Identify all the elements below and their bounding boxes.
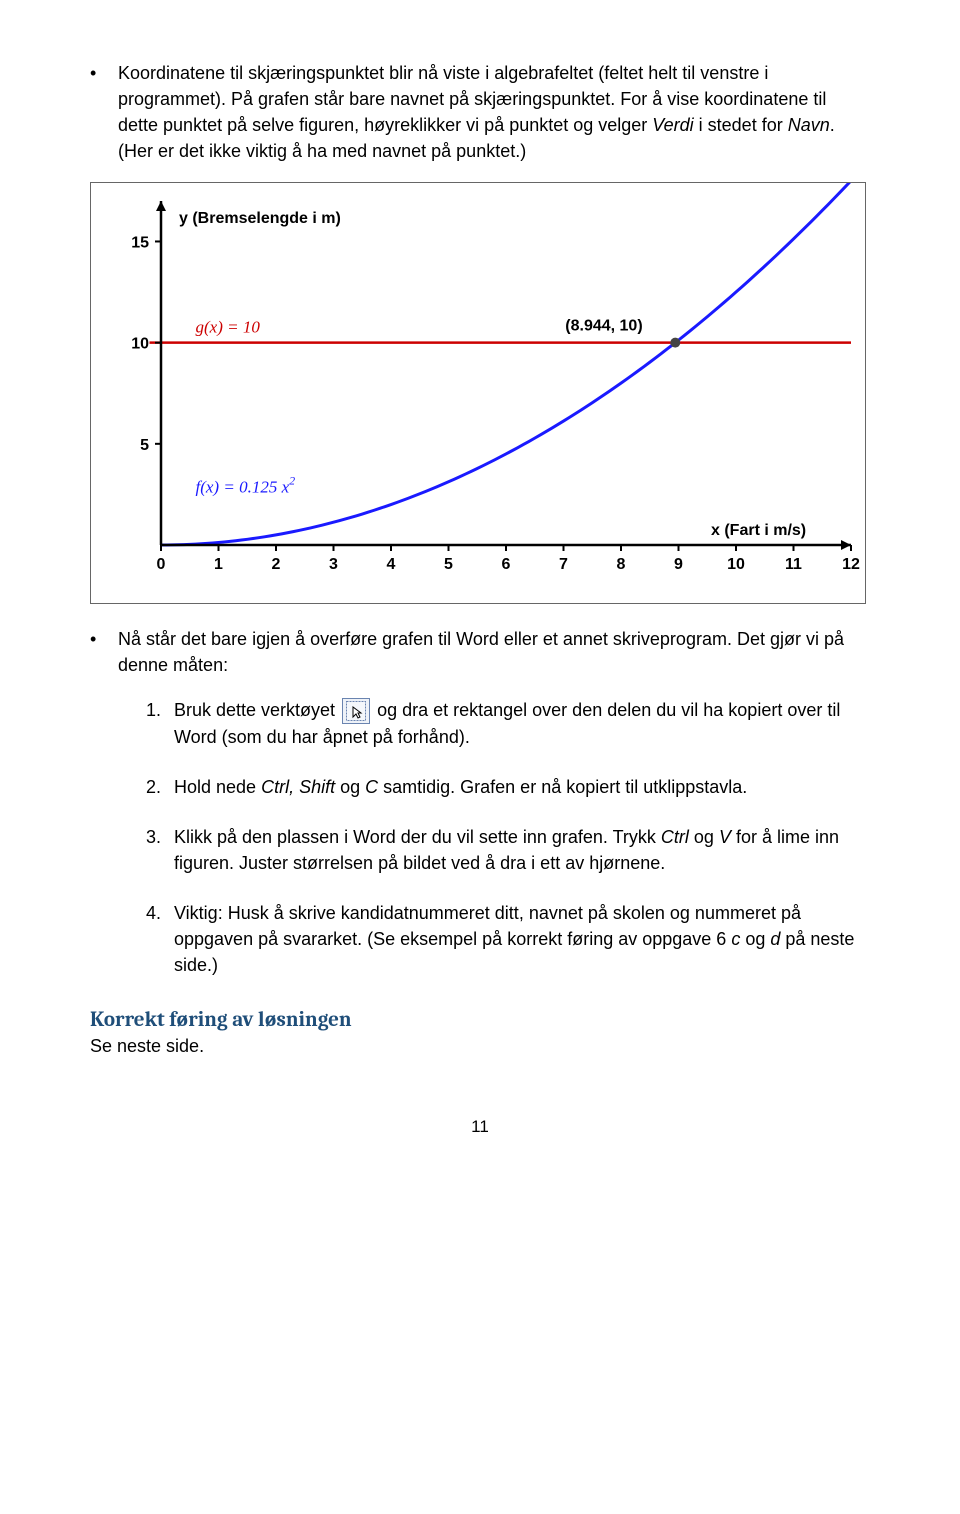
svg-text:5: 5 xyxy=(444,556,453,573)
svg-text:9: 9 xyxy=(674,556,683,573)
svg-text:x (Fart i m/s): x (Fart i m/s) xyxy=(711,522,806,539)
text: Klikk på den plassen i Word der du vil s… xyxy=(174,827,661,847)
text: i stedet for xyxy=(694,115,788,135)
svg-text:f(x) = 0.125 x2: f(x) = 0.125 x2 xyxy=(196,474,296,497)
text-italic: Ctrl xyxy=(661,827,694,847)
text-italic: Verdi xyxy=(652,115,693,135)
text-italic: C xyxy=(365,777,378,797)
svg-text:1: 1 xyxy=(214,556,223,573)
list-item-4: 4. Viktig: Husk å skrive kandidatnummere… xyxy=(146,900,870,978)
svg-text:3: 3 xyxy=(329,556,338,573)
svg-text:10: 10 xyxy=(131,336,149,353)
text: Viktig: Husk å skrive kandidatnummeret d… xyxy=(174,903,801,949)
text-italic: d xyxy=(770,929,780,949)
numbered-list: 1. Bruk dette verktøyet og dra et rektan… xyxy=(118,697,870,979)
list-number: 1. xyxy=(146,697,174,750)
text: og xyxy=(340,777,365,797)
chart: 012345678910111215105y (Bremselengde i m… xyxy=(90,182,866,604)
svg-text:12: 12 xyxy=(842,556,860,573)
svg-text:6: 6 xyxy=(502,556,511,573)
text-italic: c xyxy=(731,929,740,949)
svg-text:15: 15 xyxy=(131,235,149,252)
text-italic: Ctrl, Shift xyxy=(261,777,340,797)
bullet-text: Koordinatene til skjæringspunktet blir n… xyxy=(118,60,870,164)
bullet-marker: • xyxy=(90,626,118,678)
selection-tool-icon xyxy=(342,698,370,724)
list-text: Klikk på den plassen i Word der du vil s… xyxy=(174,824,870,876)
list-item-3: 3. Klikk på den plassen i Word der du vi… xyxy=(146,824,870,876)
bullet-item-1: • Koordinatene til skjæringspunktet blir… xyxy=(90,60,870,164)
svg-text:y (Bremselengde i m): y (Bremselengde i m) xyxy=(179,210,341,227)
bullet-text: Nå står det bare igjen å overføre grafen… xyxy=(118,626,870,678)
text-italic: Navn xyxy=(788,115,830,135)
bullet-item-2: • Nå står det bare igjen å overføre graf… xyxy=(90,626,870,678)
list-number: 3. xyxy=(146,824,174,876)
list-item-1: 1. Bruk dette verktøyet og dra et rektan… xyxy=(146,697,870,750)
text: og xyxy=(740,929,770,949)
svg-text:5: 5 xyxy=(140,437,149,454)
svg-text:2: 2 xyxy=(272,556,281,573)
text: samtidig. Grafen er nå kopiert til utkli… xyxy=(378,777,747,797)
list-text: Viktig: Husk å skrive kandidatnummeret d… xyxy=(174,900,870,978)
chart-container: 012345678910111215105y (Bremselengde i m… xyxy=(90,182,870,604)
list-item-2: 2. Hold nede Ctrl, Shift og C samtidig. … xyxy=(146,774,870,800)
svg-text:g(x) = 10: g(x) = 10 xyxy=(196,318,261,337)
chart-svg: 012345678910111215105y (Bremselengde i m… xyxy=(91,183,865,603)
bullet-marker: • xyxy=(90,60,118,164)
list-text: Bruk dette verktøyet og dra et rektangel… xyxy=(174,697,870,750)
svg-text:0: 0 xyxy=(157,556,166,573)
list-text: Hold nede Ctrl, Shift og C samtidig. Gra… xyxy=(174,774,747,800)
text-italic: V xyxy=(719,827,731,847)
page-number: 11 xyxy=(90,1117,870,1137)
text: og xyxy=(694,827,719,847)
section-heading: Korrekt føring av løsningen xyxy=(90,1008,870,1032)
section-sub: Se neste side. xyxy=(90,1036,870,1057)
svg-text:(8.944, 10): (8.944, 10) xyxy=(565,318,642,335)
svg-text:7: 7 xyxy=(559,556,568,573)
svg-text:10: 10 xyxy=(727,556,745,573)
page: • Koordinatene til skjæringspunktet blir… xyxy=(0,0,960,1177)
svg-text:4: 4 xyxy=(387,556,396,573)
list-number: 4. xyxy=(146,900,174,978)
list-number: 2. xyxy=(146,774,174,800)
text: Bruk dette verktøyet xyxy=(174,700,340,720)
svg-text:8: 8 xyxy=(617,556,626,573)
svg-text:11: 11 xyxy=(785,556,802,573)
text: Hold nede xyxy=(174,777,261,797)
